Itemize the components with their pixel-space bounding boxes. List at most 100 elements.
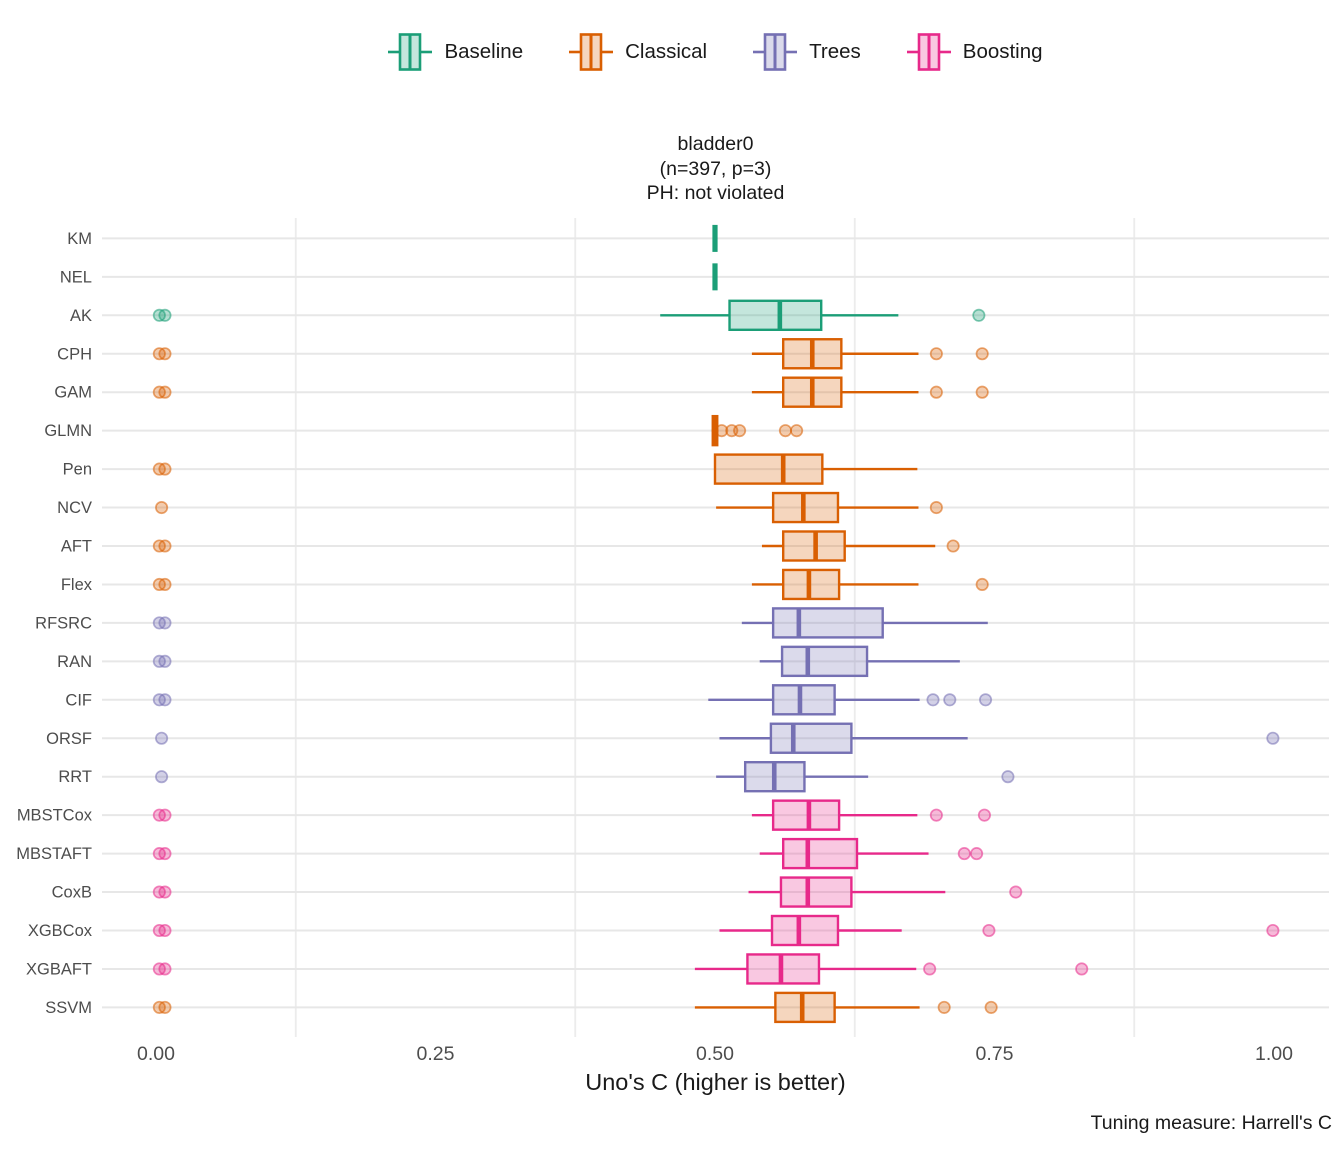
outlier-point [982,923,996,938]
outlier-point [929,808,943,822]
iqr-box [728,299,823,331]
iqr-box [780,645,869,678]
boxplot-row-orsf [155,722,1280,754]
plot-title: bladder0 (n=397, p=3) PH: not violated [102,132,1329,206]
boxplot-row-ssvm [152,991,998,1024]
outlier-point [158,885,172,899]
y-axis-label-cph: CPH [57,345,92,363]
outlier-point [929,500,943,515]
outlier-point [979,693,993,707]
outlier-point [1001,770,1015,784]
outlier-point [1009,885,1023,899]
boxplot-key-icon [569,33,614,71]
boxplot-row-glmn [711,414,804,447]
y-axis-label-mbstcox: MBSTCox [17,807,93,825]
y-axis-label-ran: RAN [57,653,92,671]
boxplot-row-aft [152,530,960,562]
iqr-box [771,684,836,716]
y-axis-label-km: KM [67,230,92,248]
x-axis-tick-label: 0.00 [137,1043,175,1065]
title-dataset: bladder0 [677,133,754,155]
y-axis-label-nel: NEL [60,268,92,286]
iqr-box [713,453,824,485]
iqr-box [771,607,884,639]
iqr-box [779,876,853,908]
boxplot-row-km [712,224,718,252]
outlier-point [937,1000,951,1014]
outlier-point [929,385,943,399]
title-ph-status: PH: not violated [646,182,785,204]
y-axis-label-xgbcox: XGBCox [28,922,93,940]
y-axis-label-ssvm: SSVM [45,999,92,1017]
y-axis-label-xgbaft: XGBAFT [26,960,92,978]
iqr-box [781,837,859,870]
outlier-point [155,500,169,515]
iqr-box [770,914,840,947]
median-tick [712,263,718,291]
outlier-point [158,577,172,591]
y-axis-label-flex: Flex [61,576,93,594]
y-axis-label-ncv: NCV [57,499,92,517]
x-axis-tick-label: 0.25 [417,1043,455,1065]
legend-item-classical: Classical [569,32,707,72]
caption-tuning-measure: Tuning measure: Harrell's C [1090,1112,1332,1134]
legend-item-label: Baseline [444,40,524,63]
y-axis-label-coxb: CoxB [52,884,92,902]
outlier-point [158,462,172,476]
outlier-point [155,731,169,745]
legend-item-baseline: Baseline [388,32,523,72]
outlier-point [977,808,991,822]
legend-item-label: Boosting [962,40,1043,63]
outlier-point [158,693,172,707]
outlier-point [926,693,940,707]
boxplot-key-icon [906,33,951,71]
outlier-point [975,347,989,361]
boxplot-row-ran [152,645,960,678]
legend-item-boosting: Boosting [906,32,1043,72]
outlier-point [158,308,172,322]
boxplot-row-mbstaft [152,837,984,870]
boxplot-row-mbstcox [152,799,991,831]
y-axis-label-mbstaft: MBSTAFT [16,845,92,863]
title-dimensions: (n=397, p=3) [659,157,772,180]
legend: Baseline Classical Trees Boosting [102,30,1329,74]
boxplot-row-coxb [152,876,1023,908]
outlier-point [158,923,172,938]
outlier-point [923,962,937,976]
legend-item-label: Trees [809,40,861,63]
boxplot-row-rfsrc [152,607,988,639]
y-axis-label-aft: AFT [61,538,92,556]
y-axis-label-glmn: GLMN [44,422,92,440]
outlier-point [975,577,989,591]
y-axis-label-gam: GAM [54,384,92,402]
boxplot-row-nel [712,263,718,291]
boxplot-row-rrt [155,761,1015,793]
boxplot-row-pen [152,453,918,485]
outlier-point [715,424,729,438]
boxplot-row-ncv [155,491,943,524]
legend-item-trees: Trees [753,32,861,72]
boxplot-row-gam [152,376,989,408]
outlier-point [943,693,957,707]
x-axis-tick-label: 1.00 [1255,1043,1293,1065]
boxplot-row-xgbaft [152,953,1089,985]
iqr-box [771,799,841,831]
boxplot-row-cif [152,684,993,716]
outlier-point [970,847,984,861]
y-axis-label-rfsrc: RFSRC [35,614,92,632]
outlier-point [733,424,747,438]
outlier-point [158,616,172,630]
boxplot-key-icon [388,33,433,71]
outlier-point [158,808,172,822]
outlier-point [1266,923,1280,938]
median-tick [712,224,718,252]
outlier-point [1266,731,1280,745]
y-axis-label-orsf: ORSF [46,730,92,748]
outlier-point [158,962,172,976]
outlier-point [778,424,792,438]
boxplot-row-ak [152,299,986,331]
legend-item-label: Classical [625,40,708,63]
boxplot-row-xgbcox [152,914,1280,947]
outlier-point [158,847,172,861]
